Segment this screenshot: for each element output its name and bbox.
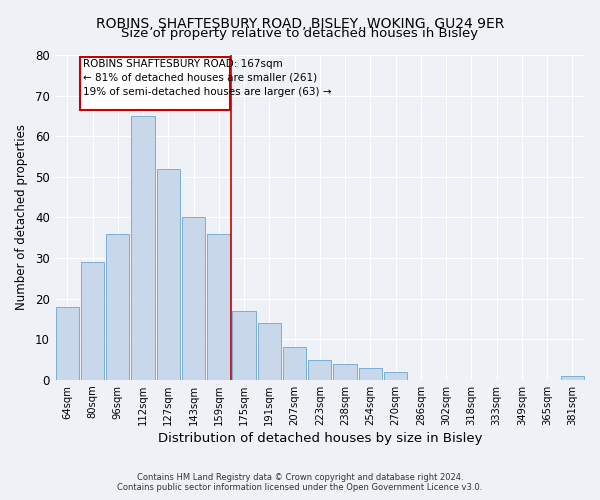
Bar xyxy=(258,323,281,380)
Bar xyxy=(106,234,130,380)
Bar xyxy=(334,364,357,380)
Bar xyxy=(157,168,180,380)
Text: ROBINS SHAFTESBURY ROAD: 167sqm
← 81% of detached houses are smaller (261)
19% o: ROBINS SHAFTESBURY ROAD: 167sqm ← 81% of… xyxy=(83,58,331,96)
Bar xyxy=(207,234,230,380)
Bar xyxy=(81,262,104,380)
Bar xyxy=(131,116,155,380)
Bar xyxy=(182,218,205,380)
Text: ROBINS, SHAFTESBURY ROAD, BISLEY, WOKING, GU24 9ER: ROBINS, SHAFTESBURY ROAD, BISLEY, WOKING… xyxy=(96,18,504,32)
Text: Contains HM Land Registry data © Crown copyright and database right 2024.
Contai: Contains HM Land Registry data © Crown c… xyxy=(118,473,482,492)
FancyBboxPatch shape xyxy=(80,57,230,110)
Text: Size of property relative to detached houses in Bisley: Size of property relative to detached ho… xyxy=(121,28,479,40)
Bar xyxy=(384,372,407,380)
X-axis label: Distribution of detached houses by size in Bisley: Distribution of detached houses by size … xyxy=(158,432,482,445)
Bar xyxy=(561,376,584,380)
Bar xyxy=(56,306,79,380)
Bar xyxy=(283,348,306,380)
Bar xyxy=(308,360,331,380)
Y-axis label: Number of detached properties: Number of detached properties xyxy=(15,124,28,310)
Bar xyxy=(232,311,256,380)
Bar xyxy=(359,368,382,380)
